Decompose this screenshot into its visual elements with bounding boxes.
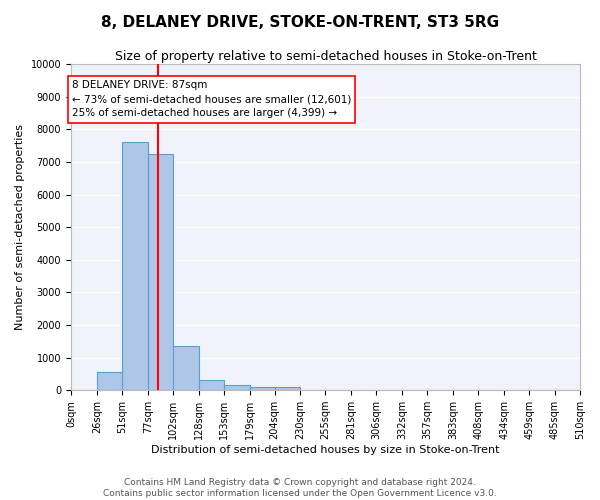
Title: Size of property relative to semi-detached houses in Stoke-on-Trent: Size of property relative to semi-detach…: [115, 50, 536, 63]
Bar: [275, 387, 301, 390]
Text: Contains HM Land Registry data © Crown copyright and database right 2024.
Contai: Contains HM Land Registry data © Crown c…: [103, 478, 497, 498]
Bar: [97, 372, 122, 390]
Bar: [199, 380, 224, 390]
Bar: [250, 386, 275, 390]
Bar: [173, 346, 199, 390]
Y-axis label: Number of semi-detached properties: Number of semi-detached properties: [15, 124, 25, 330]
Bar: [122, 142, 148, 390]
Text: 8 DELANEY DRIVE: 87sqm
← 73% of semi-detached houses are smaller (12,601)
25% of: 8 DELANEY DRIVE: 87sqm ← 73% of semi-det…: [72, 80, 351, 118]
Bar: [224, 386, 250, 390]
Text: 8, DELANEY DRIVE, STOKE-ON-TRENT, ST3 5RG: 8, DELANEY DRIVE, STOKE-ON-TRENT, ST3 5R…: [101, 15, 499, 30]
X-axis label: Distribution of semi-detached houses by size in Stoke-on-Trent: Distribution of semi-detached houses by …: [151, 445, 500, 455]
Bar: [148, 154, 173, 390]
